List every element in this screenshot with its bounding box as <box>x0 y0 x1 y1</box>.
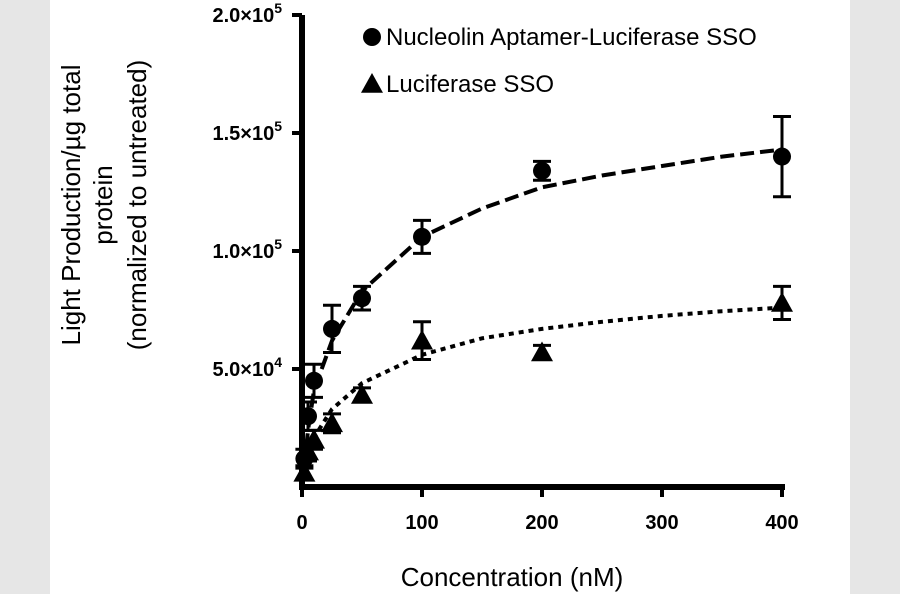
chart-svg: 0 100 200 300 400 5.0×104 1.0×105 1.5×105 2.0×10… <box>56 0 799 592</box>
point-luciferase <box>293 461 316 482</box>
point-nucleolin <box>533 161 551 180</box>
point-luciferase <box>321 412 343 433</box>
data-marks <box>293 114 793 482</box>
y-tick-label: 5.0×104 <box>212 354 282 381</box>
x-tick-label: 0 <box>296 512 307 534</box>
axis-labels: 0 100 200 300 400 5.0×104 1.0×105 1.5×105 2.0×10… <box>56 0 799 592</box>
y-axis-title-line: Light Production/µg total <box>56 65 86 346</box>
legend-marker-luciferase <box>361 73 383 93</box>
x-tick-label: 100 <box>405 512 438 534</box>
point-nucleolin <box>773 147 791 166</box>
chart-figure: 0 100 200 300 400 5.0×104 1.0×105 1.5×105 2.0×10… <box>50 0 850 594</box>
x-axis-title: Concentration (nM) <box>401 562 624 592</box>
y-axis-title-line: protein <box>88 165 118 245</box>
point-luciferase <box>531 341 553 362</box>
fit-curve-nucleolin <box>300 147 783 488</box>
x-tick-label: 400 <box>765 512 798 534</box>
point-nucleolin <box>323 319 341 338</box>
x-tick-label: 300 <box>645 512 678 534</box>
fit-curves <box>300 147 783 488</box>
fit-curve-luciferase <box>300 305 783 488</box>
point-nucleolin <box>413 227 431 246</box>
legend: Nucleolin Aptamer-Luciferase SSO Lucifera… <box>361 24 757 98</box>
point-luciferase <box>771 291 793 312</box>
legend-label-nucleolin: Nucleolin Aptamer-Luciferase SSO <box>386 24 757 51</box>
legend-label-luciferase: Luciferase SSO <box>386 71 554 98</box>
y-tick-label: 1.0×105 <box>212 236 282 263</box>
y-tick-label: 2.0×105 <box>212 0 282 27</box>
y-axis-title-line: (normalized to untreated) <box>122 60 152 350</box>
legend-marker-nucleolin <box>363 28 381 46</box>
point-luciferase <box>351 383 373 404</box>
point-nucleolin <box>305 371 323 390</box>
point-nucleolin <box>299 407 317 426</box>
point-nucleolin <box>353 289 371 308</box>
x-tick-label: 200 <box>525 512 558 534</box>
point-luciferase <box>411 329 433 350</box>
y-tick-label: 1.5×105 <box>212 118 282 145</box>
point-luciferase <box>303 428 325 449</box>
